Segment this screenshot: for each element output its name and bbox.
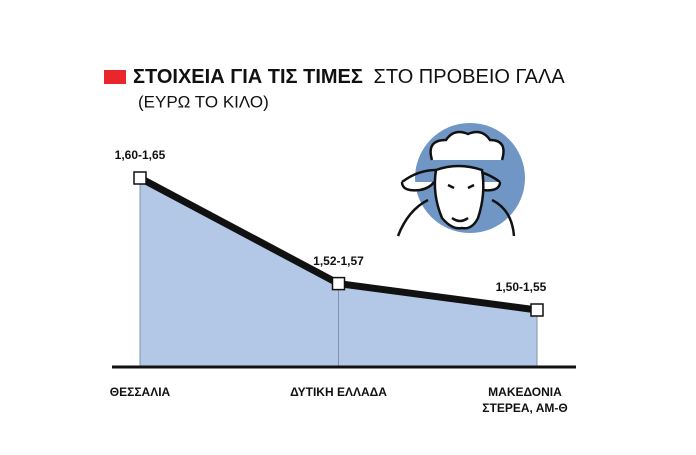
x-tick-label: ΣΤΕΡΕΑ, ΑΜ-Θ (482, 401, 567, 415)
x-tick-label: ΔΥΤΙΚΗ ΕΛΛΑΔΑ (290, 385, 387, 399)
point-marker (133, 171, 147, 185)
value-label: 1,52-1,57 (313, 254, 364, 268)
point-marker (530, 303, 544, 317)
chart-title: ΣΤΟΙΧΕΙΑ ΓΙΑ ΤΙΣ ΤΙΜΕΣ ΣΤΟ ΠΡΟΒΕΙΟ ΓΑΛΑ (133, 66, 565, 88)
title-marker (104, 70, 126, 84)
value-label: 1,60-1,65 (115, 148, 166, 162)
subtitle: (ΕΥΡΩ ΤΟ ΚΙΛΟ) (138, 92, 269, 111)
area (140, 178, 537, 367)
value-label: 1,50-1,55 (496, 280, 547, 294)
point-marker (331, 276, 346, 291)
x-tick-label: ΜΑΚΕΔΟΝΙΑ (488, 385, 562, 399)
x-tick-label: ΘΕΣΣΑΛΙΑ (110, 385, 171, 399)
sheep-icon (396, 123, 525, 237)
title-bold: ΣΤΟΙΧΕΙΑ ΓΙΑ ΤΙΣ ΤΙΜΕΣ (133, 66, 363, 88)
title-regular: ΣΤΟ ΠΡΟΒΕΙΟ ΓΑΛΑ (373, 66, 565, 88)
